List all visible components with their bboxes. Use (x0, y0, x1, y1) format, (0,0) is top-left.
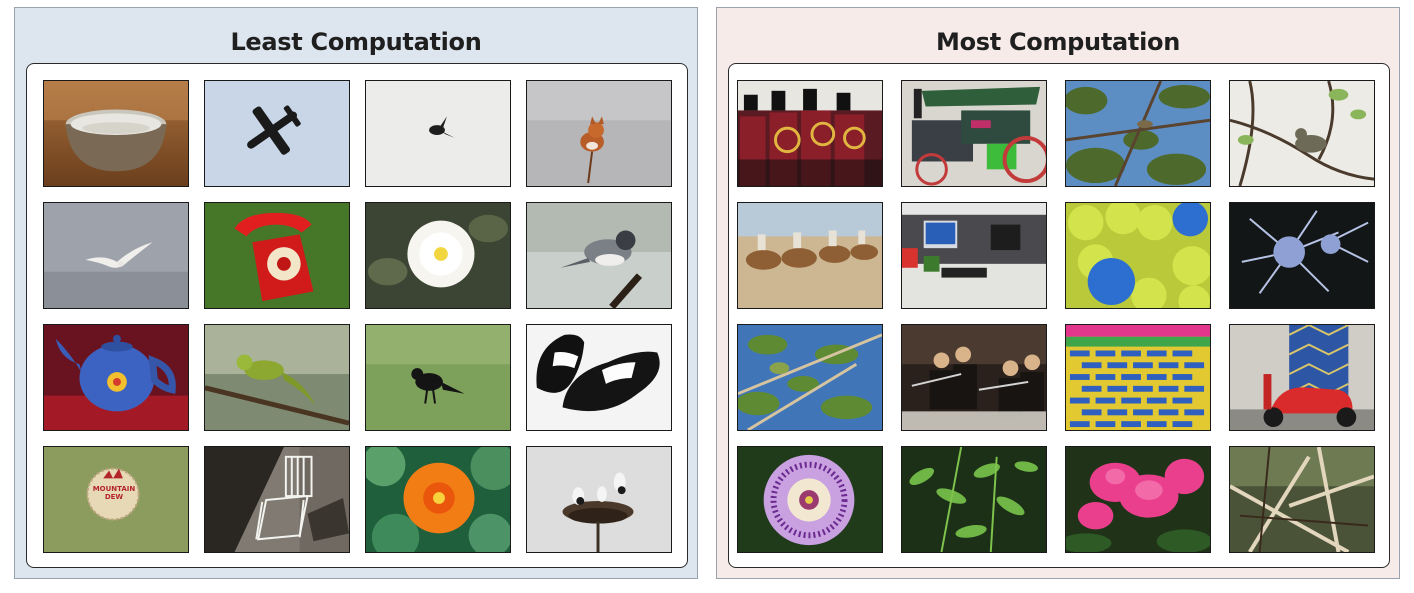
image-grid-most (728, 63, 1390, 568)
image-chameleon (204, 324, 350, 431)
image-bottle-cap: MOUNTAIN DEW (43, 446, 189, 553)
image-airplane (204, 80, 350, 187)
image-red-telephone (204, 202, 350, 309)
image-dog-snow (526, 80, 672, 187)
image-bowl (43, 80, 189, 187)
image-flute-players (901, 324, 1047, 431)
image-steam-tractor (901, 80, 1047, 187)
image-bird-in-tree (1065, 80, 1211, 187)
image-white-flower (365, 202, 511, 309)
bottle-cap-label: MOUNTAIN DEW (92, 485, 136, 501)
image-bird-flight (365, 80, 511, 187)
image-colorful-brick-wall (1065, 324, 1211, 431)
image-junco-bird (526, 202, 672, 309)
most-computation-panel: Most Computation (716, 7, 1400, 579)
image-marching-band (737, 80, 883, 187)
image-storks-nest (526, 446, 672, 553)
image-nasturtium (365, 446, 511, 553)
least-computation-panel: Least Computation (14, 7, 698, 579)
image-green-plant (901, 446, 1047, 553)
image-passion-flower (737, 446, 883, 553)
image-bird-in-leaves (737, 324, 883, 431)
image-pink-cyclamen (1065, 446, 1211, 553)
image-warbler-branch (1229, 80, 1375, 187)
image-tennis-balls (1065, 202, 1211, 309)
image-tangled-branches (1229, 446, 1375, 553)
image-camels (737, 202, 883, 309)
image-grid-least: MOUNTAIN DEW (26, 63, 688, 568)
image-shoes (526, 324, 672, 431)
panel-title-least: Least Computation (230, 28, 482, 56)
image-blue-teapot (43, 324, 189, 431)
panel-title-most: Most Computation (935, 28, 1180, 56)
image-crow (365, 324, 511, 431)
image-gull (43, 202, 189, 309)
image-red-scooter (1229, 324, 1375, 431)
image-office-desk (901, 202, 1047, 309)
image-rocking-chair (204, 446, 350, 553)
image-thistle (1229, 202, 1375, 309)
